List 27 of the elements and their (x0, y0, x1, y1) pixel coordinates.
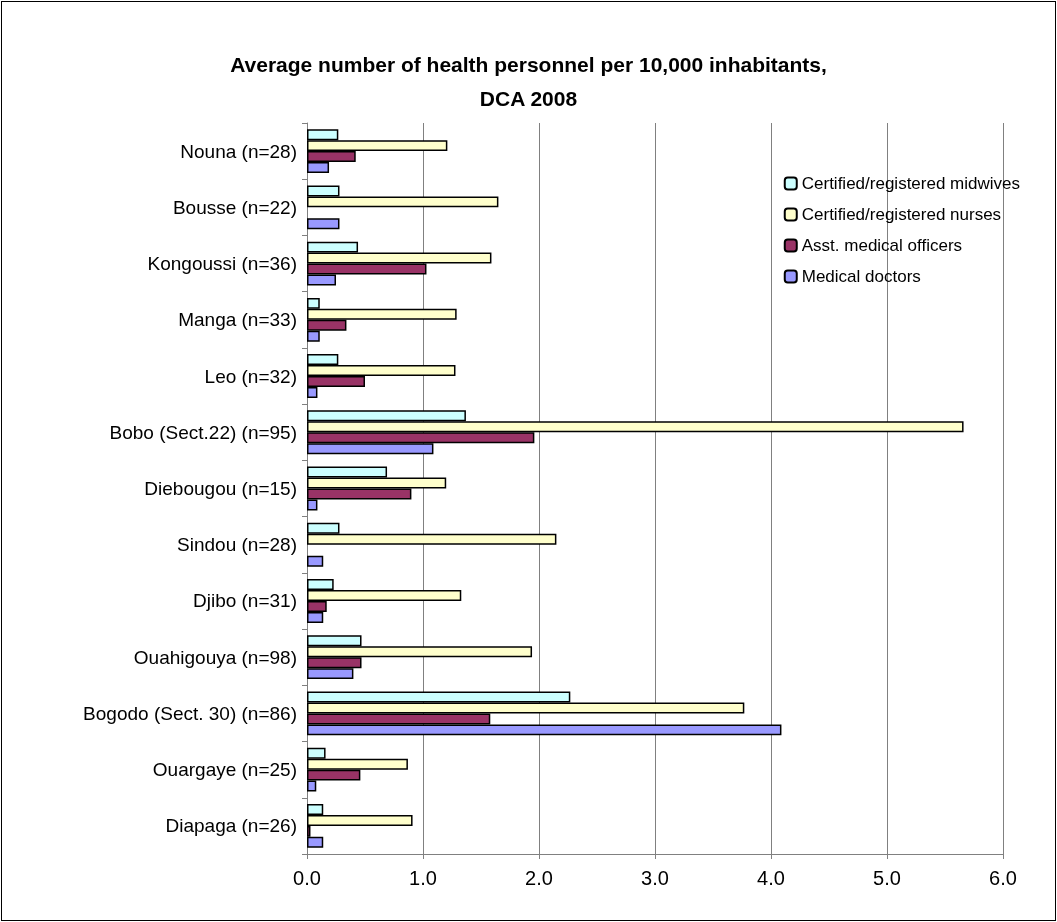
y-tick-label: Leo (n=32) (204, 365, 297, 387)
y-tick-label: Bousse (n=22) (172, 196, 297, 218)
x-tick-label: 0.0 (293, 867, 321, 889)
x-tick-label: 3.0 (641, 867, 669, 889)
y-tick-label: Bobo (Sect.22) (n=95) (109, 421, 297, 443)
y-tick-label: Sindou (n=28) (177, 534, 297, 556)
legend-label: Certified/registered nurses (801, 205, 1002, 224)
y-tick-label: Bogodo (Sect. 30) (n=86) (83, 702, 297, 724)
x-tick-label: 6.0 (989, 867, 1017, 889)
y-tick-label: Diebougou (n=15) (144, 478, 297, 499)
x-tick-label: 5.0 (873, 867, 901, 889)
legend-label: Medical doctors (801, 267, 921, 286)
legend-label: Asst. medical officers (801, 236, 963, 255)
y-tick-label: Diapaga (n=26) (165, 815, 297, 837)
bar (307, 555, 324, 567)
y-tick-label: Nouna (n=28) (180, 140, 297, 162)
legend-label: Certified/registered midwives (801, 174, 1021, 193)
x-tick-label: 4.0 (757, 867, 785, 889)
y-tick-label: Manga (n=33) (178, 309, 297, 331)
bar (307, 218, 340, 230)
x-tick-label: 1.0 (409, 867, 437, 889)
y-tick-label: Ouahigouya (n=98) (133, 646, 297, 668)
y-tick-label: Kongoussi (n=36) (147, 253, 297, 275)
y-tick-label: Djibo (n=31) (192, 590, 297, 612)
y-tick-label: Ouargaye (n=25) (152, 759, 297, 781)
x-tick-label: 2.0 (525, 867, 553, 889)
chart-title: Average number of health personnel per 10,000 inhabitants, DCA 2008 (230, 52, 827, 110)
